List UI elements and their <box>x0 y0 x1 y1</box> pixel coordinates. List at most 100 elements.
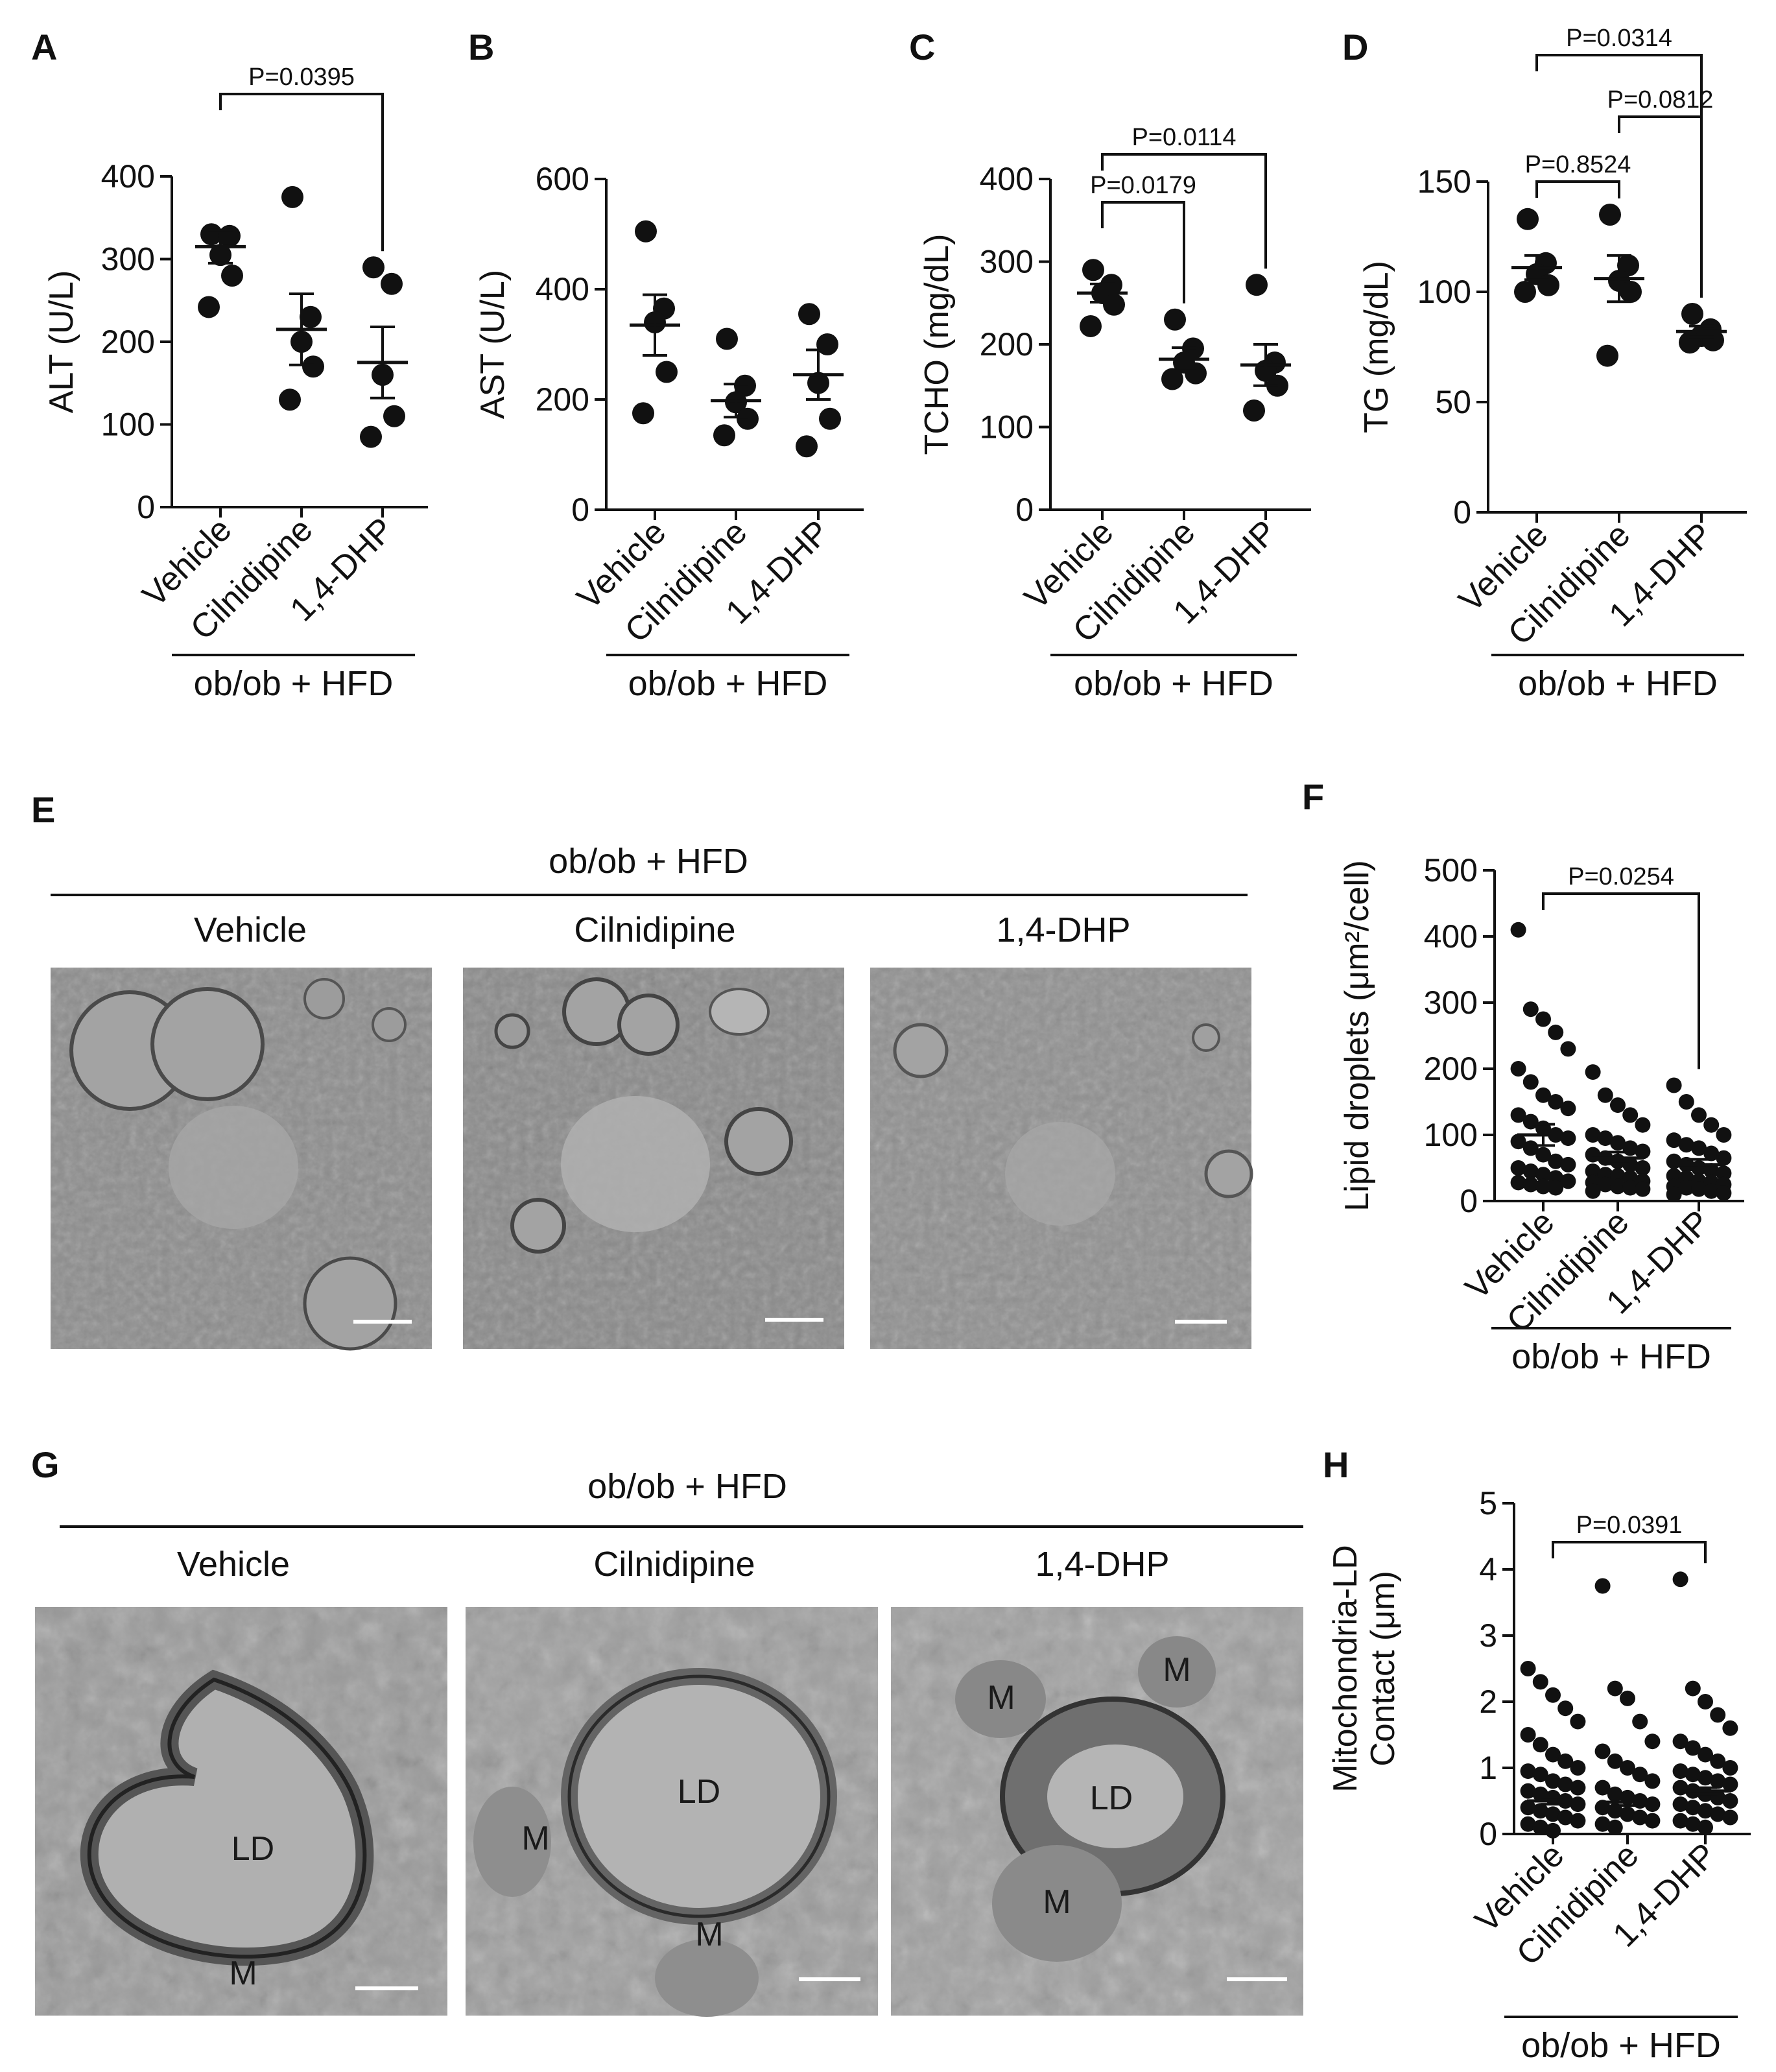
y-axis-label-h: Mitochondria-LD <box>1327 1545 1364 1792</box>
em-image-e-cilnidipine <box>463 968 844 1349</box>
data-point-f <box>1691 1181 1707 1197</box>
data-point-h <box>1545 1806 1561 1822</box>
panel-letter-c: C <box>909 27 935 67</box>
data-point-h <box>1594 1743 1611 1759</box>
y-tick-label-b: 600 <box>536 161 589 197</box>
em-label-m-14dhp-3: M <box>1043 1883 1071 1921</box>
data-point-h <box>1710 1773 1726 1789</box>
p-value-label-f: P=0.0254 <box>1568 863 1674 890</box>
y-tick-label-c: 0 <box>1015 492 1034 528</box>
panel-g-title-14dhp: 1,4-DHP <box>1035 1545 1169 1584</box>
data-point-h <box>1710 1707 1726 1723</box>
data-point-h <box>1620 1806 1635 1822</box>
data-point-h <box>1685 1800 1701 1816</box>
data-point-a <box>302 355 324 378</box>
chart-lipid-droplets: 0 100 200 300 400 500 Lipid droplets (μm²/cell… <box>1338 852 1744 1376</box>
data-point-f <box>1535 1011 1551 1027</box>
data-point-h <box>1672 1813 1688 1829</box>
data-point-h <box>1722 1793 1738 1809</box>
data-point-h <box>1672 1763 1688 1780</box>
data-point-a <box>200 223 222 246</box>
data-point-d <box>1596 344 1618 367</box>
panel-e-group-label: ob/ob + HFD <box>549 842 748 881</box>
y-axis-label-a: ALT (U/L) <box>43 270 80 414</box>
data-point-h <box>1570 1713 1586 1730</box>
data-point-f <box>1585 1163 1601 1180</box>
y-tick-label-d: 150 <box>1417 163 1471 200</box>
em-label-ld-14dhp: LD <box>1090 1780 1133 1817</box>
data-point-h <box>1545 1773 1561 1789</box>
y-tick-label-a: 0 <box>137 489 155 525</box>
data-point-h <box>1685 1680 1701 1697</box>
data-point-c <box>1243 399 1265 422</box>
panel-letter-b: B <box>468 27 494 67</box>
data-point-h <box>1698 1746 1713 1763</box>
data-point-b <box>816 333 838 355</box>
group-label-c: ob/ob + HFD <box>1074 664 1273 703</box>
em-image-e-14dhp <box>870 968 1253 1349</box>
panel-g: ob/ob + HFD Vehicle Cilnidipine 1,4-DHP … <box>35 1467 1303 2017</box>
data-point-h <box>1545 1687 1561 1703</box>
data-point-f <box>1610 1135 1626 1151</box>
panel-letter-a: A <box>31 27 57 67</box>
data-point-f <box>1560 1101 1576 1117</box>
data-point-h <box>1557 1776 1574 1792</box>
data-point-h <box>1607 1753 1623 1769</box>
em-label-m-cilnidipine-2: M <box>695 1916 723 1953</box>
em-image-e-vehicle <box>51 968 432 1351</box>
y-tick-label-a: 100 <box>101 407 155 443</box>
y-tick-label-h: 5 <box>1479 1485 1497 1521</box>
em-label-m-14dhp-1: M <box>987 1679 1015 1717</box>
y-axis-label-d: TG (mg/dL) <box>1358 261 1395 433</box>
y-tick-label-a: 400 <box>101 158 155 195</box>
data-point-f <box>1691 1107 1707 1123</box>
y-tick-label-h: 0 <box>1479 1816 1497 1852</box>
data-point-b <box>819 407 841 430</box>
y-tick-label-c: 400 <box>980 161 1034 197</box>
data-point-h <box>1644 1796 1661 1813</box>
data-point-f <box>1510 1160 1526 1176</box>
data-point-f <box>1666 1186 1682 1202</box>
data-point-b <box>796 435 818 458</box>
data-point-h <box>1570 1796 1586 1813</box>
y-tick-label-f: 300 <box>1424 984 1478 1021</box>
data-point-f <box>1522 1001 1539 1018</box>
data-point-f <box>1548 1024 1564 1040</box>
em-label-m-14dhp-2: M <box>1163 1651 1190 1689</box>
data-point-f <box>1678 1137 1694 1153</box>
data-point-f <box>1535 1167 1551 1183</box>
y-axis-label-c: TCHO (mg/dL) <box>918 234 956 455</box>
data-point-h <box>1545 1746 1561 1763</box>
p-value-label-c: P=0.0114 <box>1132 124 1237 151</box>
y-tick-label-c: 100 <box>980 409 1034 446</box>
data-point-a <box>221 265 243 287</box>
data-point-c <box>1082 259 1104 281</box>
data-point-a <box>383 405 405 427</box>
data-point-f <box>1522 1176 1539 1193</box>
data-point-f <box>1703 1145 1720 1161</box>
data-point-f <box>1716 1165 1732 1182</box>
data-point-h <box>1632 1809 1648 1826</box>
y-axis-label-b: AST (U/L) <box>474 270 512 419</box>
em-label-ld-vehicle: LD <box>231 1830 274 1868</box>
p-value-label-c: P=0.0179 <box>1090 172 1196 199</box>
group-label-h: ob/ob + HFD <box>1521 2026 1721 2065</box>
data-point-f <box>1510 1107 1526 1123</box>
data-point-h <box>1520 1783 1536 1799</box>
data-point-h <box>1672 1733 1688 1750</box>
data-point-f <box>1548 1153 1564 1169</box>
data-point-b <box>734 374 756 397</box>
y-tick-label-b: 200 <box>536 381 589 418</box>
data-point-d <box>1679 331 1701 354</box>
data-point-f <box>1622 1156 1639 1173</box>
data-point-h <box>1570 1780 1586 1796</box>
data-point-f <box>1666 1132 1682 1149</box>
data-point-d <box>1681 303 1703 325</box>
comparison-bracket-d <box>1618 115 1703 298</box>
y-tick-label-h: 3 <box>1479 1617 1497 1654</box>
data-point-b <box>632 402 654 425</box>
data-point-f <box>1560 1130 1576 1147</box>
data-point-b <box>716 327 738 350</box>
